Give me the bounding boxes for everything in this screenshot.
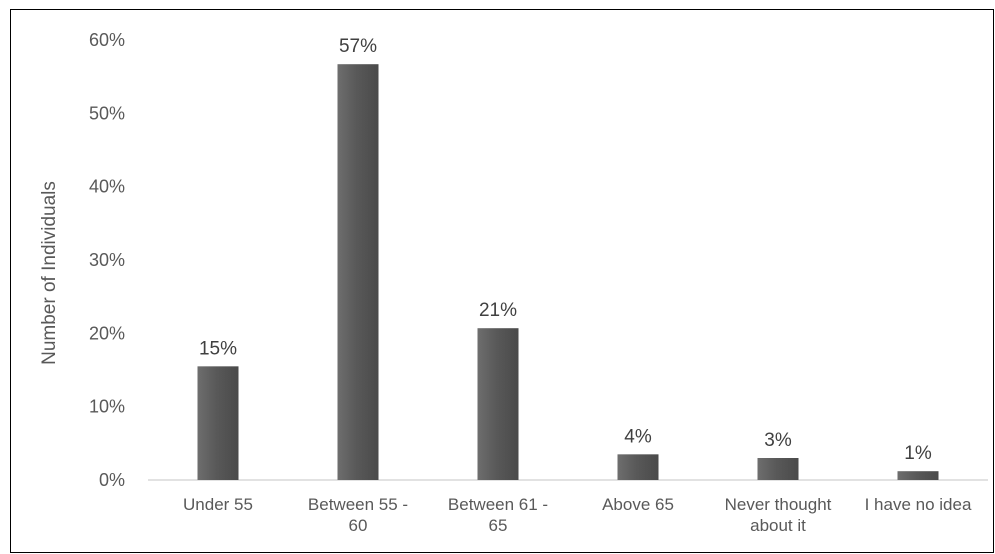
y-tick-label: 20%	[89, 323, 125, 343]
data-label: 4%	[624, 426, 652, 447]
y-tick-label: 30%	[89, 250, 125, 270]
bar	[757, 458, 799, 480]
data-label: 3%	[764, 430, 792, 451]
chart-frame: Number of Individuals 0% 10% 20% 30% 40% 50% 6…	[10, 9, 994, 553]
bar	[617, 454, 659, 480]
bar	[897, 471, 939, 480]
y-tick-label: 40%	[89, 177, 125, 197]
data-labels-group: 15% 57% 21% 4% 3% 1%	[199, 36, 932, 464]
bar	[197, 366, 239, 480]
bar	[477, 328, 519, 480]
x-tick-label: I have no idea	[865, 495, 972, 514]
x-tick-label: 60	[349, 516, 368, 535]
x-tick-label: Under 55	[183, 495, 253, 514]
x-tick-label: Between 55 -	[308, 495, 408, 514]
bar-chart: Number of Individuals 0% 10% 20% 30% 40% 50% 6…	[39, 30, 988, 535]
y-axis-title: Number of Individuals	[39, 181, 60, 365]
x-tick-label: Never thought	[725, 495, 832, 514]
bar	[337, 64, 379, 480]
bars-group	[197, 64, 939, 480]
x-tick-label: Above 65	[602, 495, 674, 514]
data-label: 1%	[904, 443, 932, 464]
y-axis-ticks: 0% 10% 20% 30% 40% 50% 60%	[89, 30, 125, 490]
x-tick-label: Between 61 -	[448, 495, 548, 514]
y-tick-label: 0%	[99, 470, 125, 490]
data-label: 57%	[339, 36, 377, 57]
y-tick-label: 50%	[89, 103, 125, 123]
data-label: 15%	[199, 338, 237, 359]
y-tick-label: 60%	[89, 30, 125, 50]
category-labels-group: Under 55 Between 55 - 60 Between 61 - 65 Abov…	[183, 495, 972, 535]
x-tick-label: about it	[750, 516, 806, 535]
x-tick-label: 65	[489, 516, 508, 535]
data-label: 21%	[479, 300, 517, 321]
y-tick-label: 10%	[89, 397, 125, 417]
